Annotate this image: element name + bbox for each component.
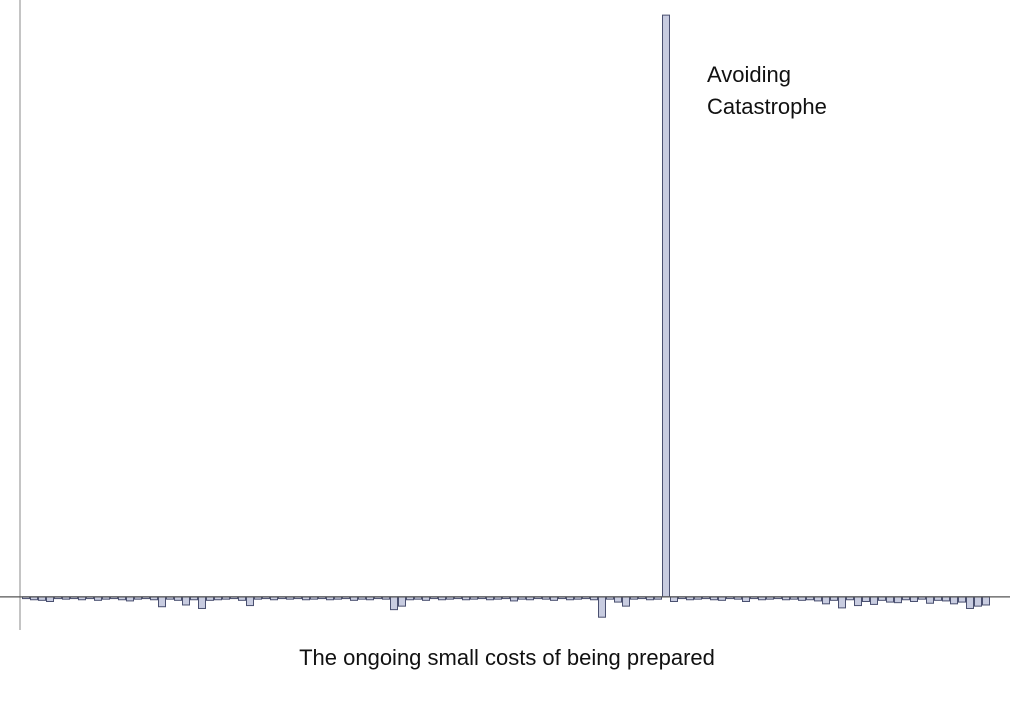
bar [158, 596, 166, 608]
bar [390, 596, 398, 611]
bar [958, 596, 966, 603]
bar [198, 596, 206, 609]
bar [622, 596, 630, 607]
bar [974, 596, 982, 607]
bar [966, 596, 974, 609]
bar [870, 596, 878, 605]
bar [182, 596, 190, 606]
bar [822, 596, 830, 605]
bar [814, 596, 822, 602]
bar [910, 596, 918, 602]
bar [894, 596, 902, 604]
bar [854, 596, 862, 607]
bar [950, 596, 958, 605]
bar [510, 596, 518, 602]
bar [598, 596, 606, 618]
annotation: Catastrophe [707, 94, 827, 119]
annotation: Avoiding [707, 62, 791, 87]
bar [838, 596, 846, 609]
bar [46, 596, 54, 602]
bar [670, 596, 678, 602]
bar [742, 596, 750, 602]
bar [886, 596, 894, 603]
x-axis-label: The ongoing small costs of being prepare… [299, 645, 715, 670]
bar [926, 596, 934, 604]
bar [614, 596, 622, 603]
bar [126, 596, 134, 602]
bar [982, 596, 990, 606]
bar [942, 596, 950, 602]
bar [398, 596, 406, 607]
bar [662, 14, 670, 598]
bar [862, 596, 870, 602]
bar [246, 596, 254, 607]
